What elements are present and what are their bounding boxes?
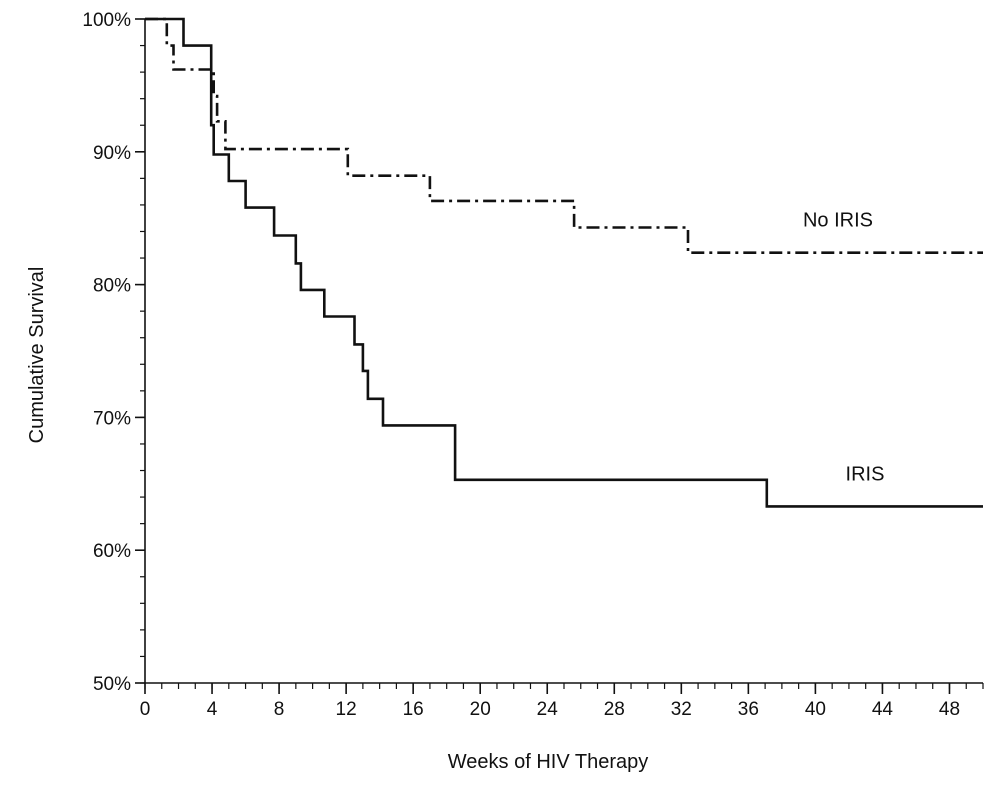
x-tick-label: 4 xyxy=(207,699,218,720)
x-tick-label: 24 xyxy=(537,699,559,720)
x-tick-label: 40 xyxy=(805,699,826,720)
series-label-no-iris: No IRIS xyxy=(803,210,873,232)
x-tick-label: 20 xyxy=(470,699,491,720)
x-tick-label: 16 xyxy=(403,699,424,720)
x-tick-label: 44 xyxy=(872,699,894,720)
x-tick-label: 36 xyxy=(738,699,759,720)
y-axis-title: Cumulative Survival xyxy=(26,267,48,444)
series-label-iris: IRIS xyxy=(846,463,885,485)
x-axis-title: Weeks of HIV Therapy xyxy=(448,751,648,773)
y-tick-label: 100% xyxy=(82,10,131,31)
x-tick-label: 0 xyxy=(140,699,151,720)
axes: 50%60%70%80%90%100%0 4 8 12 16 20 24 28 32 36 40 44… xyxy=(82,10,984,720)
label-layer: No IRIS IRIS xyxy=(803,210,884,486)
x-tick-label: 48 xyxy=(939,699,960,720)
series-line-iris xyxy=(145,17,983,508)
y-tick-label: 70% xyxy=(93,408,131,429)
x-tick-label: 28 xyxy=(604,699,625,720)
y-tick-label: 90% xyxy=(93,143,131,164)
x-tick-label: 8 xyxy=(274,699,285,720)
y-tick-label: 80% xyxy=(93,276,131,297)
series-layer xyxy=(145,17,983,508)
y-tick-label: 60% xyxy=(93,541,131,562)
x-tick-label: 32 xyxy=(671,699,692,720)
y-tick-label: 50% xyxy=(93,674,131,695)
series-line-no-iris xyxy=(145,17,983,254)
x-tick-label: 12 xyxy=(336,699,357,720)
